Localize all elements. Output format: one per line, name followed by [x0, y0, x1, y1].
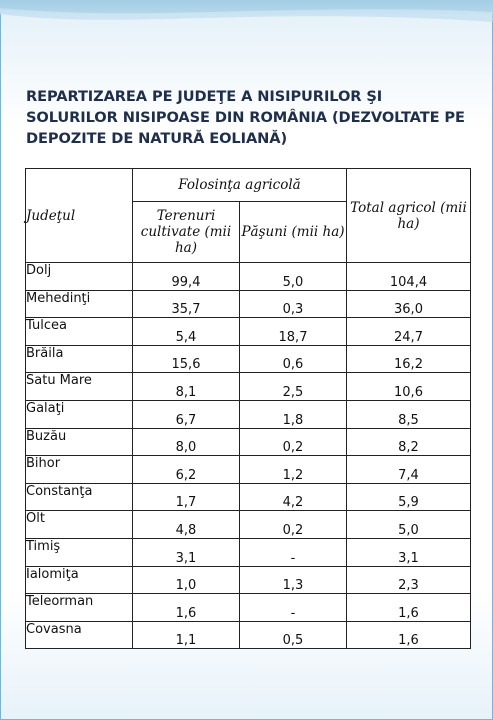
terenuri-value: 6,2 — [132, 455, 240, 484]
pasuni-value: - — [239, 537, 347, 567]
total-value: 1,6 — [346, 593, 471, 622]
total-value: 5,9 — [346, 482, 471, 512]
terenuri-value: 3,1 — [132, 537, 240, 567]
pasuni-value: 1,2 — [239, 455, 347, 484]
terenuri-value: 1,1 — [132, 620, 240, 650]
pasuni-value: 0,5 — [239, 620, 347, 650]
total-value: 1,6 — [346, 620, 471, 650]
table-row: Timiş 3,1 - 3,1 — [25, 537, 471, 567]
pasuni-value: - — [239, 593, 347, 622]
table-row: Brăila 15,6 0,6 16,2 — [25, 344, 471, 374]
table-row: Galaţi 6,7 1,8 8,5 — [25, 399, 471, 429]
terenuri-value: 35,7 — [132, 289, 240, 319]
total-value: 36,0 — [346, 289, 471, 319]
table-row: Dolj 99,4 5,0 104,4 — [25, 262, 471, 291]
county-name: Bihor — [25, 455, 133, 484]
header-total-agricol: Total agricol (mii ha) — [346, 168, 471, 263]
county-name: Satu Mare — [25, 372, 133, 401]
terenuri-value: 1,6 — [132, 593, 240, 622]
table-row: Covasna 1,1 0,5 1,6 — [25, 620, 471, 650]
pasuni-value: 18,7 — [239, 317, 347, 346]
table-row: Tulcea 5,4 18,7 24,7 — [25, 317, 471, 346]
county-name: Mehedinţi — [25, 289, 133, 319]
total-value: 8,2 — [346, 427, 471, 457]
pasuni-value: 4,2 — [239, 482, 347, 512]
pasuni-value: 1,8 — [239, 399, 347, 429]
pasuni-value: 5,0 — [239, 262, 347, 291]
terenuri-value: 15,6 — [132, 344, 240, 374]
total-value: 16,2 — [346, 344, 471, 374]
county-name: Teleorman — [25, 593, 133, 622]
county-name: Ialomiţa — [25, 565, 133, 595]
table-row: Buzău 8,0 0,2 8,2 — [25, 427, 471, 457]
county-name: Tulcea — [25, 317, 133, 346]
terenuri-value: 4,8 — [132, 510, 240, 539]
county-name: Timiş — [25, 537, 133, 567]
total-value: 10,6 — [346, 372, 471, 401]
total-value: 8,5 — [346, 399, 471, 429]
table-row: Bihor 6,2 1,2 7,4 — [25, 455, 471, 484]
terenuri-value: 8,0 — [132, 427, 240, 457]
table-row: Ialomiţa 1,0 1,3 2,3 — [25, 565, 471, 595]
pasuni-value: 1,3 — [239, 565, 347, 595]
pasuni-value: 0,3 — [239, 289, 347, 319]
pasuni-value: 2,5 — [239, 372, 347, 401]
table-row: Olt 4,8 0,2 5,0 — [25, 510, 471, 539]
total-value: 5,0 — [346, 510, 471, 539]
header-terenuri-cultivate: Terenuri cultivate (mii ha) — [132, 201, 240, 263]
total-value: 3,1 — [346, 537, 471, 567]
county-name: Olt — [25, 510, 133, 539]
sand-soils-table: Judeţul Folosinţa agricolă Total agricol… — [25, 168, 471, 650]
county-name: Dolj — [25, 262, 133, 291]
terenuri-value: 99,4 — [132, 262, 240, 291]
page-title: REPARTIZAREA PE JUDEŢE A NISIPURILOR ŞI … — [26, 88, 465, 147]
terenuri-value: 1,7 — [132, 482, 240, 512]
terenuri-value: 5,4 — [132, 317, 240, 346]
county-name: Covasna — [25, 620, 133, 650]
terenuri-value: 6,7 — [132, 399, 240, 429]
table-row: Teleorman 1,6 - 1,6 — [25, 593, 471, 622]
terenuri-value: 8,1 — [132, 372, 240, 401]
table-row: Satu Mare 8,1 2,5 10,6 — [25, 372, 471, 401]
header-judet: Judeţul — [25, 168, 133, 263]
county-name: Galaţi — [25, 399, 133, 429]
table-row: Constanţa 1,7 4,2 5,9 — [25, 482, 471, 512]
county-name: Buzău — [25, 427, 133, 457]
pasuni-value: 0,6 — [239, 344, 347, 374]
pasuni-value: 0,2 — [239, 510, 347, 539]
header-pasuni: Păşuni (mii ha) — [239, 201, 347, 263]
total-value: 2,3 — [346, 565, 471, 595]
header-folosinta-agricola: Folosinţa agricolă — [132, 168, 347, 202]
county-name: Brăila — [25, 344, 133, 374]
total-value: 7,4 — [346, 455, 471, 484]
total-value: 104,4 — [346, 262, 471, 291]
terenuri-value: 1,0 — [132, 565, 240, 595]
total-value: 24,7 — [346, 317, 471, 346]
decorative-wave — [0, 0, 493, 22]
table-row: Mehedinţi 35,7 0,3 36,0 — [25, 289, 471, 319]
county-name: Constanţa — [25, 482, 133, 512]
pasuni-value: 0,2 — [239, 427, 347, 457]
